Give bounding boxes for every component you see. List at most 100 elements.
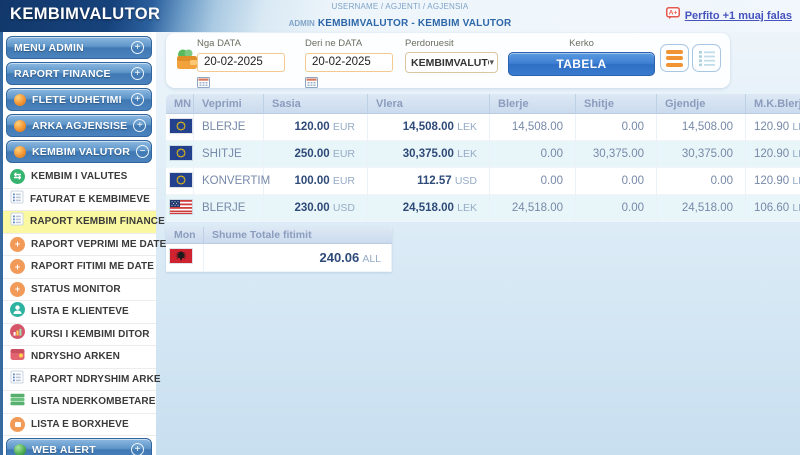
item-label: RAPORT FITIMI ME DATE <box>31 261 155 273</box>
user-group: Perdoruesit KEMBIMVALUTOR ▾ <box>405 38 498 73</box>
table-row[interactable]: KONVERTIM 100.00 EUR 112.57 USD 0.00 0.0… <box>166 168 800 195</box>
expand-plus-icon[interactable]: + <box>131 41 144 54</box>
cell-veprimi: SHITJE <box>194 141 264 168</box>
sphere-icon <box>14 93 26 106</box>
promo-link-text[interactable]: Perfito +1 muaj falas <box>684 10 792 22</box>
sidebar-item-raport-kembim-finance[interactable]: RAPORT KEMBIM FINANCE <box>3 211 165 234</box>
international-list-icon <box>10 393 25 411</box>
wallet-money-icon <box>174 47 200 76</box>
calendar-icon[interactable] <box>197 75 210 88</box>
filter-panel: Nga DATA Deri ne DATA Perdoruesit KEMBIM… <box>166 33 730 88</box>
user-select[interactable]: KEMBIMVALUTOR ▾ <box>405 52 498 73</box>
to-date-input[interactable] <box>305 52 393 72</box>
sidebar-item-faturat-e-kembimeve[interactable]: FATURAT E KEMBIMEVE <box>3 188 156 211</box>
sidebar-item-lista-nderkombetare[interactable]: LISTA NDERKOMBETARE <box>3 391 156 414</box>
summary-table: Mon Shume Totale fitimit 240.06 ALL <box>166 227 392 272</box>
table-row[interactable]: BLERJE 230.00 USD 24,518.00 LEK 24,518.0… <box>166 195 800 222</box>
status-monitor-icon: + <box>10 281 25 297</box>
sidebar-section-kembim-valutor[interactable]: KEMBIM VALUTOR − <box>6 140 152 163</box>
sphere-icon <box>14 119 26 132</box>
cell-gjendje: 30,375.00 <box>657 141 746 168</box>
section-label: ARKA AGJENSISE <box>32 119 128 132</box>
promo-link[interactable]: A+ Perfito +1 muaj falas <box>665 7 792 25</box>
sidebar-section-raport-finance[interactable]: RAPORT FINANCE + <box>6 62 152 85</box>
cell-gjendje: 0.00 <box>657 168 746 195</box>
expand-plus-icon[interactable]: + <box>131 93 144 106</box>
cell-sasia: 120.00 EUR <box>264 114 368 141</box>
cell-sasia: 250.00 EUR <box>264 141 368 168</box>
sidebar-section-flete-udhetimi[interactable]: FLETE UDHETIMI + <box>6 88 152 111</box>
summary-table-wrap: Mon Shume Totale fitimit 240.06 ALL <box>166 227 392 272</box>
summary-row: 240.06 ALL <box>166 244 392 272</box>
cell-mk-blerjes: 106.60 LEK <box>746 195 800 222</box>
sphere-icon <box>14 443 26 455</box>
daily-rate-chart-icon <box>10 324 25 344</box>
from-date-group: Nga DATA <box>197 38 285 88</box>
orange-bars-view-button[interactable] <box>660 44 689 72</box>
report-list-icon <box>10 212 24 231</box>
report-list-icon <box>10 370 24 389</box>
sidebar-item-kembim-i-valutes[interactable]: ⇆ KEMBIM I VALUTES <box>3 166 156 189</box>
bar-icon <box>666 56 683 60</box>
cell-mk-blerjes: 120.90 LEK <box>746 114 800 141</box>
breadcrumb-user-path: USERNAME / AGJENTI / AGJENSIA <box>331 2 469 11</box>
sidebar-item-status-monitor[interactable]: + STATUS MONITOR <box>3 278 156 301</box>
section-label: KEMBIM VALUTOR <box>32 145 131 158</box>
expand-plus-icon[interactable]: + <box>131 443 144 455</box>
user-label: Perdoruesit <box>405 38 454 49</box>
cell-shitje: 30,375.00 <box>576 141 657 168</box>
clients-icon <box>10 301 25 322</box>
date-report-icon: + <box>10 236 25 252</box>
col-veprimi: Veprimi <box>194 94 264 114</box>
from-date-input[interactable] <box>197 52 285 72</box>
sidebar-section-arka-agjensise[interactable]: ARKA AGJENSISE + <box>6 114 152 137</box>
cell-blerje: 14,508.00 <box>490 114 576 141</box>
debts-icon <box>10 416 25 432</box>
cell-veprimi: BLERJE <box>194 114 264 141</box>
table-header-row: MN Veprimi Sasia Vlera Blerje Shitje Gje… <box>166 94 800 114</box>
sidebar-item-lista-e-klienteve[interactable]: LISTA E KLIENTEVE <box>3 301 156 324</box>
date-report-icon: + <box>10 259 25 275</box>
section-label: MENU ADMIN <box>14 41 84 54</box>
sidebar-section-partial[interactable]: WEB ALERT + <box>6 438 152 455</box>
col-gjendje: Gjendje <box>657 94 746 114</box>
item-label: LISTA NDERKOMBETARE <box>31 396 156 408</box>
sidebar-item-ndrysho-arken[interactable]: NDRYSHO ARKEN <box>3 346 156 369</box>
sidebar-section-menu-admin[interactable]: MENU ADMIN + <box>6 36 152 59</box>
chevron-down-icon: ▾ <box>489 57 494 67</box>
calendar-icon[interactable] <box>305 75 318 88</box>
svg-text:A+: A+ <box>668 10 677 17</box>
sidebar-item-lista-e-borxheve[interactable]: LISTA E BORXHEVE <box>3 413 156 436</box>
table-search-button[interactable]: TABELA <box>508 52 655 76</box>
item-label: FATURAT E KEMBIMEVE <box>30 193 150 205</box>
expand-plus-icon[interactable]: + <box>131 67 144 80</box>
section-label: RAPORT FINANCE <box>14 67 111 80</box>
sidebar-item-raport-fitimi-me-date[interactable]: + RAPORT FITIMI ME DATE <box>3 256 156 279</box>
top-header: KEMBIMVALUTOR USERNAME / AGJENTI / AGJEN… <box>0 0 800 32</box>
list-view-button[interactable] <box>692 44 721 72</box>
table-row[interactable]: BLERJE 120.00 EUR 14,508.00 LEK 14,508.0… <box>166 114 800 141</box>
breadcrumb-admin-prefix: ADMIN <box>288 19 315 28</box>
cell-gjendje: 14,508.00 <box>657 114 746 141</box>
breadcrumb-title: KEMBIMVALUTOR - KEMBIM VALUTOR <box>317 18 512 29</box>
sidebar-item-kursi-i-kembimi-ditor[interactable]: KURSI I KEMBIMI DITOR <box>3 323 156 346</box>
cell-shitje: 0.00 <box>576 114 657 141</box>
exchange-table-wrap: MN Veprimi Sasia Vlera Blerje Shitje Gje… <box>166 94 800 222</box>
item-label: KURSI I KEMBIMI DITOR <box>31 328 150 340</box>
table-row[interactable]: SHITJE 250.00 EUR 30,375.00 LEK 0.00 30,… <box>166 141 800 168</box>
item-label: RAPORT NDRYSHIM ARKE <box>30 373 161 385</box>
cell-sasia: 100.00 EUR <box>264 168 368 195</box>
cell-vlera: 30,375.00 LEK <box>368 141 490 168</box>
item-label: RAPORT VEPRIMI ME DATE <box>31 238 167 250</box>
sidebar-item-raport-ndryshim-arke[interactable]: RAPORT NDRYSHIM ARKE <box>3 368 161 391</box>
promo-badge-icon: A+ <box>665 7 680 25</box>
collapse-minus-icon[interactable]: − <box>136 145 150 158</box>
flag-us-icon <box>170 199 192 214</box>
cell-blerje: 24,518.00 <box>490 195 576 222</box>
item-label: STATUS MONITOR <box>31 283 121 295</box>
sidebar-item-raport-veprimi-me-date[interactable]: + RAPORT VEPRIMI ME DATE <box>3 233 166 256</box>
to-date-label: Deri ne DATA <box>305 38 363 49</box>
expand-plus-icon[interactable]: + <box>133 119 147 132</box>
exchange-icon: ⇆ <box>10 169 25 185</box>
